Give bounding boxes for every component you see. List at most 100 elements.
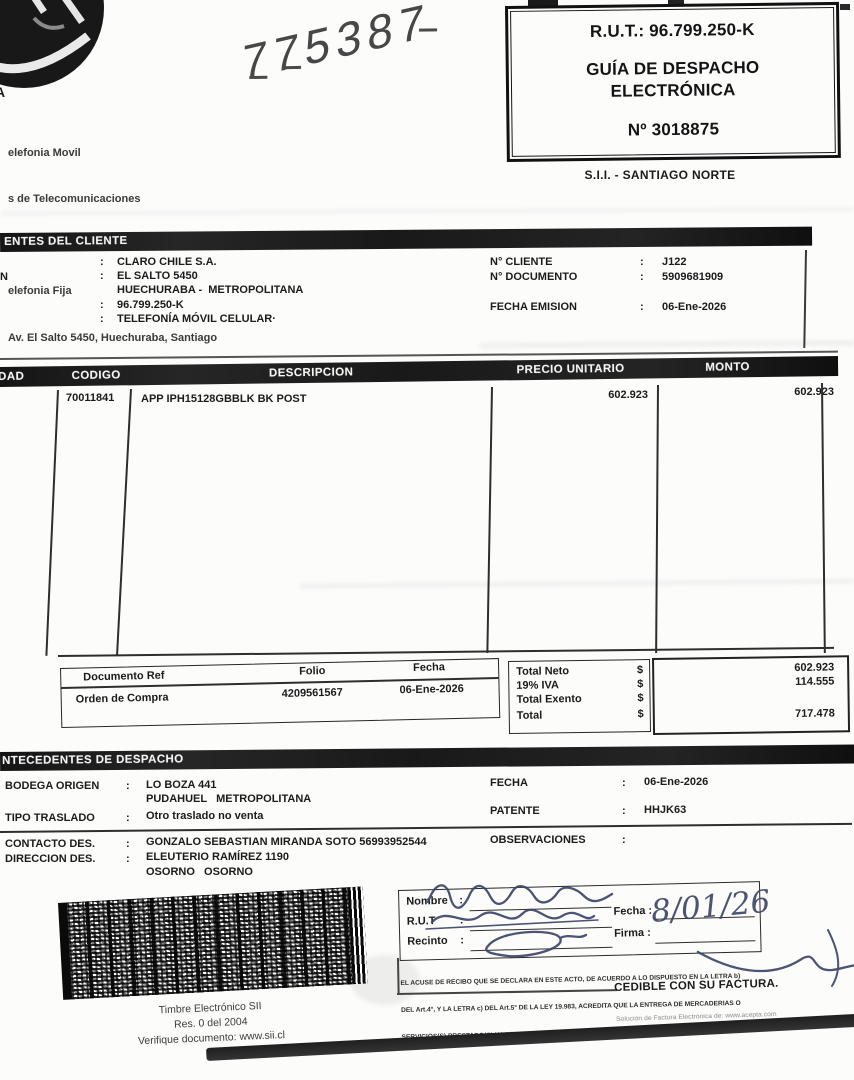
ref-folio: 4209561567 (281, 686, 343, 700)
col-codigo: CODIGO (71, 369, 121, 383)
tipo-traslado-value: Otro traslado no venta (146, 810, 264, 822)
colon: : (100, 313, 104, 325)
bodega-origen-value2: PUDAHUEL METROPOLITANA (146, 793, 312, 805)
guia-number: Nº 3018875 (627, 119, 720, 140)
total-value: 717.478 (794, 707, 835, 721)
iva-label: 19% IVA (516, 679, 560, 692)
receipt-field-line (469, 906, 612, 912)
client-name: CLARO CHILE S.A. (117, 256, 217, 268)
client-section-title: ENTES DEL CLIENTE (4, 234, 128, 248)
dispatch-divider-line (0, 822, 852, 833)
totals-row: Total Neto $ (516, 664, 643, 678)
contacto-des-value: GONZALO SEBASTIAN MIRANDA SOTO 569939525… (146, 836, 427, 848)
receipt-field-line (654, 916, 755, 921)
receipt-field-line (470, 926, 612, 932)
colon: : (640, 271, 644, 283)
ref-header-folio: Folio (299, 664, 326, 678)
fecha-emision-label: FECHA EMISION (490, 301, 577, 313)
dispatch-section-header: NTECEDENTES DE DESPACHO (0, 744, 854, 771)
scan-crease (480, 340, 854, 348)
company-line: s de Telecomunicaciones (8, 193, 141, 206)
n-documento-value: 5909681909 (662, 271, 724, 283)
colon: : (100, 270, 104, 282)
item-descripcion: APP IPH15128GBBLK BK POST (141, 393, 307, 405)
dispatch-fecha-value: 06-Ene-2026 (644, 776, 709, 788)
total-neto-label: Total Neto (516, 665, 570, 678)
receipt-field-line (655, 940, 756, 945)
ref-header-documento: Documento Ref (83, 669, 165, 684)
colon: : (100, 256, 104, 268)
client-label-fragment: N (0, 271, 8, 283)
col-descripcion: DESCRIPCION (268, 366, 354, 380)
total-label: Total (516, 709, 543, 722)
currency-sign: $ (637, 692, 644, 705)
direccion-des-value2: OSORNO OSORNO (146, 866, 253, 878)
bodega-origen-value1: LO BOZA 441 (146, 779, 217, 791)
table-column-line (486, 387, 493, 653)
currency-sign: $ (637, 678, 644, 691)
totals-labels-box: Total Neto $ 19% IVA $ Total Exento $ To… (508, 659, 652, 734)
item-codigo: 70011841 (66, 392, 115, 404)
receipt-field-line (470, 946, 613, 952)
dispatch-section-title: NTECEDENTES DE DESPACHO (2, 753, 184, 767)
company-line: elefonia Movil (8, 146, 81, 159)
direccion-des-label: DIRECCION DES. (5, 853, 96, 865)
colon: : (622, 805, 626, 817)
fecha-emision-value: 06-Ene-2026 (662, 301, 727, 313)
totals-row: Total $ (517, 708, 644, 722)
total-exento-label: Total Exento (516, 692, 582, 706)
patente-label: PATENTE (490, 805, 540, 817)
reference-box: Documento Ref Folio Fecha Orden de Compr… (60, 658, 501, 728)
rut-box: R.U.T.: 96.799.250-K GUÍA DE DESPACHO EL… (505, 1, 841, 162)
scan-crease (300, 579, 854, 588)
table-column-line (116, 389, 132, 655)
currency-sign: $ (636, 664, 644, 677)
item-precio-unitario: 602.923 (608, 389, 648, 401)
totals-row: Total Exento $ (516, 692, 643, 706)
client-box-right-border (803, 250, 807, 349)
contacto-des-label: CONTACTO DES. (5, 838, 96, 850)
ref-fecha: 06-Ene-2026 (399, 682, 464, 697)
colon: : (126, 853, 130, 865)
colon: : (622, 834, 626, 846)
dispatch-fecha-label: FECHA (490, 777, 528, 789)
handwriting-stroke (419, 28, 438, 32)
colon: : (622, 777, 626, 789)
company-line: Av. El Salto 5450, Huechuraba, Santiago (8, 331, 218, 344)
receipt-fecha-label: Fecha : (613, 904, 653, 918)
n-cliente-value: J122 (662, 256, 687, 268)
receipt-firma-label: Firma : (613, 926, 651, 940)
item-monto: 602.923 (794, 386, 834, 398)
totals-values-box: 602.923 114.555 717.478 (652, 655, 851, 735)
table-bottom-border (58, 646, 834, 657)
client-address1: EL SALTO 5450 (117, 270, 198, 282)
handwriting-stroke (249, 75, 268, 79)
currency-sign: $ (637, 708, 644, 721)
patente-value: HHJK63 (644, 804, 687, 816)
claro-logo (0, 0, 104, 88)
table-column-line (655, 385, 659, 654)
scan-smudge (528, 0, 558, 6)
rut-value: R.U.T.: 96.799.250-K (589, 19, 755, 41)
col-precio-unitario: PRECIO UNITARIO (516, 362, 625, 377)
colon: : (460, 934, 465, 947)
handwritten-folio-text: 775387 (241, 0, 431, 91)
handwriting-stroke (282, 65, 302, 69)
signature-downstroke (827, 929, 840, 987)
sii-stamp-barcode (58, 886, 368, 1000)
col-cantidad-fragment: DAD (0, 370, 25, 383)
company-line: elefonia Fija (8, 285, 72, 298)
total-exento-value (654, 689, 834, 692)
total-neto-value: 602.923 (794, 661, 835, 675)
ref-header-fecha: Fecha (412, 661, 446, 674)
recinto-label: Recinto (407, 934, 448, 948)
table-right-border (821, 382, 826, 653)
colon: : (100, 299, 104, 311)
n-cliente-label: N° CLIENTE (490, 256, 553, 268)
ref-documento: Orden de Compra (75, 691, 169, 706)
colon: : (640, 301, 644, 313)
direccion-des-value1: ELEUTERIO RAMÍREZ 1190 (146, 851, 290, 863)
scan-smudge (840, 4, 850, 10)
colon: : (459, 914, 464, 927)
